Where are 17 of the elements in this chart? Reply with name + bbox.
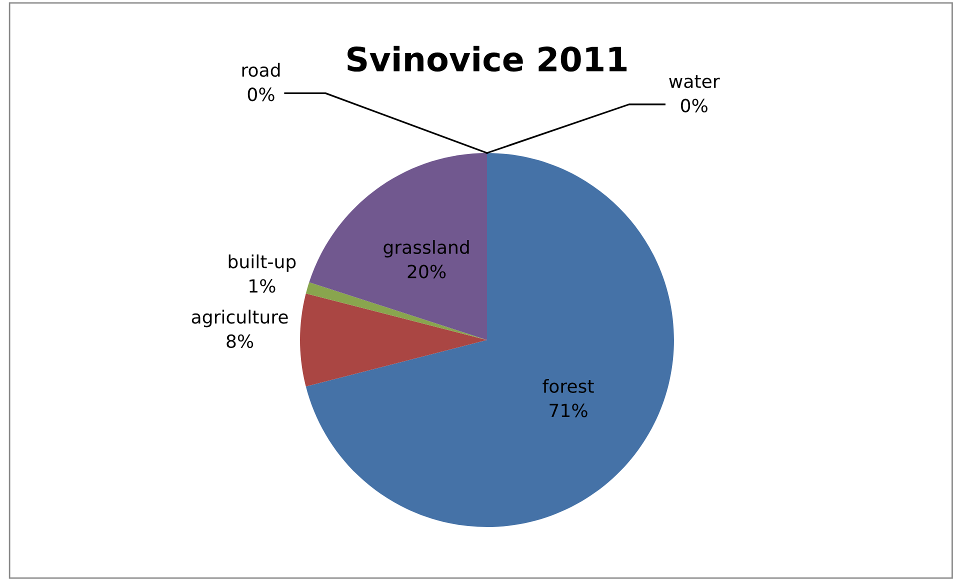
slice-label: built-up [228,254,296,272]
pie-slice [309,153,487,340]
chart-title: Svinovice 2011 [348,46,627,72]
slice-label: forest [542,378,594,393]
data-label: 1% [250,279,276,293]
pie-slice [300,293,487,387]
text: 0% [680,98,708,112]
pie-slice [306,153,674,527]
slice-label: grassland [384,240,469,258]
data-label: 8% [226,334,254,348]
slice-label: agriculture [192,310,288,328]
category-label: water [669,75,720,88]
data-label: 20% [408,264,446,278]
text: 0% [248,88,274,102]
pie-slice [306,282,487,340]
data-label: 71% [550,404,588,418]
category-label: road [242,62,280,77]
